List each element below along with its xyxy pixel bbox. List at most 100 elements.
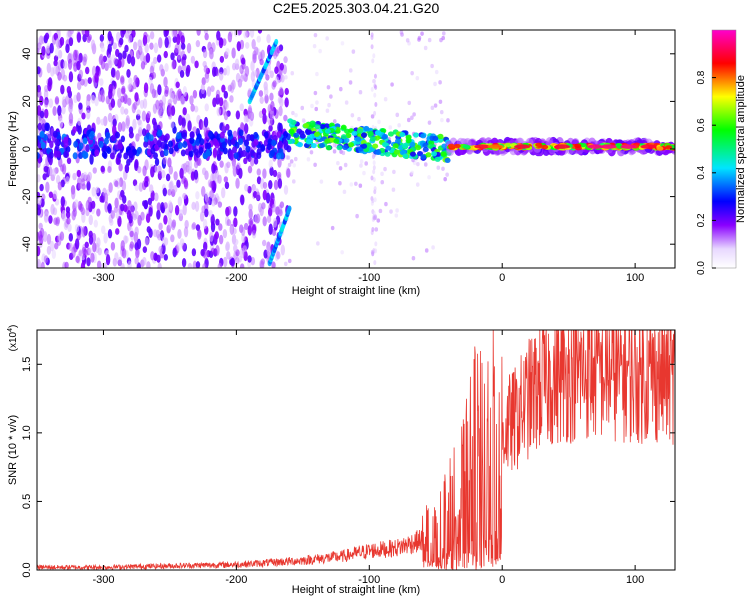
heatmap-cell xyxy=(276,251,281,260)
heatmap-cell xyxy=(243,30,248,39)
heatmap-cell xyxy=(395,112,400,118)
heatmap-cell xyxy=(177,229,182,240)
heatmap-cell xyxy=(88,230,93,238)
heatmap-cell xyxy=(420,133,427,139)
heatmap-cell xyxy=(68,112,74,124)
heatmap-cell xyxy=(178,209,184,217)
heatmap-cell xyxy=(50,203,55,215)
heatmap-cell xyxy=(250,70,256,83)
heatmap-cell xyxy=(143,82,149,94)
heatmap-cell xyxy=(372,53,376,59)
heatmap-cell xyxy=(95,186,100,194)
heatmap-cell xyxy=(383,166,387,172)
snr-scale-close: ) xyxy=(8,325,19,328)
heatmap-cell xyxy=(176,179,181,188)
heatmap-cell xyxy=(440,117,444,123)
snr-plot-area xyxy=(37,330,675,570)
heatmap-cell xyxy=(275,206,281,216)
heatmap-cell xyxy=(343,162,348,168)
heatmap-cell xyxy=(161,236,167,246)
heatmap-cell xyxy=(65,176,70,184)
heatmap-cell xyxy=(198,146,204,154)
heatmap-cell xyxy=(296,128,303,134)
heatmap-cell xyxy=(127,34,133,44)
heatmap-cell xyxy=(169,92,175,103)
heatmap-cell xyxy=(150,166,155,178)
heatmap-cell xyxy=(157,233,162,241)
heatmap-cell xyxy=(238,137,244,145)
heatmap-cell xyxy=(221,84,226,93)
heatmap-cell xyxy=(313,162,317,167)
heatmap-cell xyxy=(88,133,94,141)
heatmap-cell xyxy=(231,47,236,59)
heatmap-cell xyxy=(284,97,289,108)
heatmap-cell xyxy=(199,138,205,146)
heatmap-cell xyxy=(293,156,298,162)
colorbar-tick-label: 0.0 xyxy=(696,261,707,275)
heatmap-cell xyxy=(145,52,151,63)
heatmap-cell xyxy=(384,151,391,157)
heatmap-cell xyxy=(81,30,86,36)
heatmap-cell xyxy=(86,181,91,191)
heatmap-cell xyxy=(61,105,66,115)
heatmap-cell xyxy=(118,37,124,46)
heatmap-cell xyxy=(72,172,77,181)
heatmap-cell xyxy=(253,138,259,146)
heatmap-cell xyxy=(315,100,319,105)
heatmap-cell xyxy=(372,177,376,183)
heatmap-cell xyxy=(241,57,246,65)
heatmap-cell xyxy=(444,157,451,163)
heatmap-cell xyxy=(163,254,168,261)
heatmap-cell xyxy=(114,197,119,209)
heatmap-cell xyxy=(266,215,272,223)
heatmap-cell xyxy=(239,103,244,112)
heatmap-cell xyxy=(145,213,151,224)
heatmap-cell xyxy=(156,254,161,263)
heatmap-cell xyxy=(373,92,377,98)
heatmap-cell xyxy=(127,30,132,34)
heatmap-cell xyxy=(82,171,88,181)
heatmap-cell xyxy=(92,167,97,174)
heatmap-cell xyxy=(164,85,169,95)
heatmap-cell xyxy=(89,153,94,165)
heatmap-cell xyxy=(227,129,233,137)
heatmap-cell xyxy=(190,103,195,112)
heatmap-cell xyxy=(223,90,229,99)
heatmap-cell xyxy=(259,96,264,105)
heatmap-cell xyxy=(149,83,155,94)
heatmap-cell xyxy=(90,94,96,104)
heatmap-cell xyxy=(100,166,106,174)
heatmap-cell xyxy=(180,50,186,59)
heatmap-cell xyxy=(222,38,227,47)
heatmap-cell xyxy=(410,170,414,176)
heatmap-cell xyxy=(134,256,139,265)
heatmap-cell xyxy=(384,201,388,207)
heatmap-cell xyxy=(271,261,276,268)
heatmap-cell xyxy=(196,30,201,36)
heatmap-cell xyxy=(254,217,260,224)
heatmap-cell xyxy=(209,180,214,189)
heatmap-cell xyxy=(293,132,300,138)
heatmap-cell xyxy=(446,118,450,123)
heatmap-cell xyxy=(395,208,399,213)
heatmap-cell xyxy=(63,150,69,158)
heatmap-cell xyxy=(358,90,363,95)
heatmap-cell xyxy=(314,124,321,130)
heatmap-cell xyxy=(340,250,344,255)
heatmap-cell xyxy=(39,130,45,138)
heatmap-cell xyxy=(269,109,275,121)
heatmap-cell xyxy=(244,65,250,77)
spectrogram-xtick-label: -100 xyxy=(358,272,380,284)
heatmap-cell xyxy=(263,131,269,139)
heatmap-cell xyxy=(52,66,58,75)
heatmap-cell xyxy=(351,130,358,136)
heatmap-cell xyxy=(269,149,275,157)
heatmap-cell xyxy=(372,169,376,175)
heatmap-cell xyxy=(113,57,118,65)
heatmap-cell xyxy=(427,120,432,125)
heatmap-cell xyxy=(330,225,335,231)
heatmap-cell xyxy=(85,200,91,211)
heatmap-cell xyxy=(276,171,282,179)
heatmap-cell xyxy=(120,76,125,85)
heatmap-cell xyxy=(164,63,169,73)
